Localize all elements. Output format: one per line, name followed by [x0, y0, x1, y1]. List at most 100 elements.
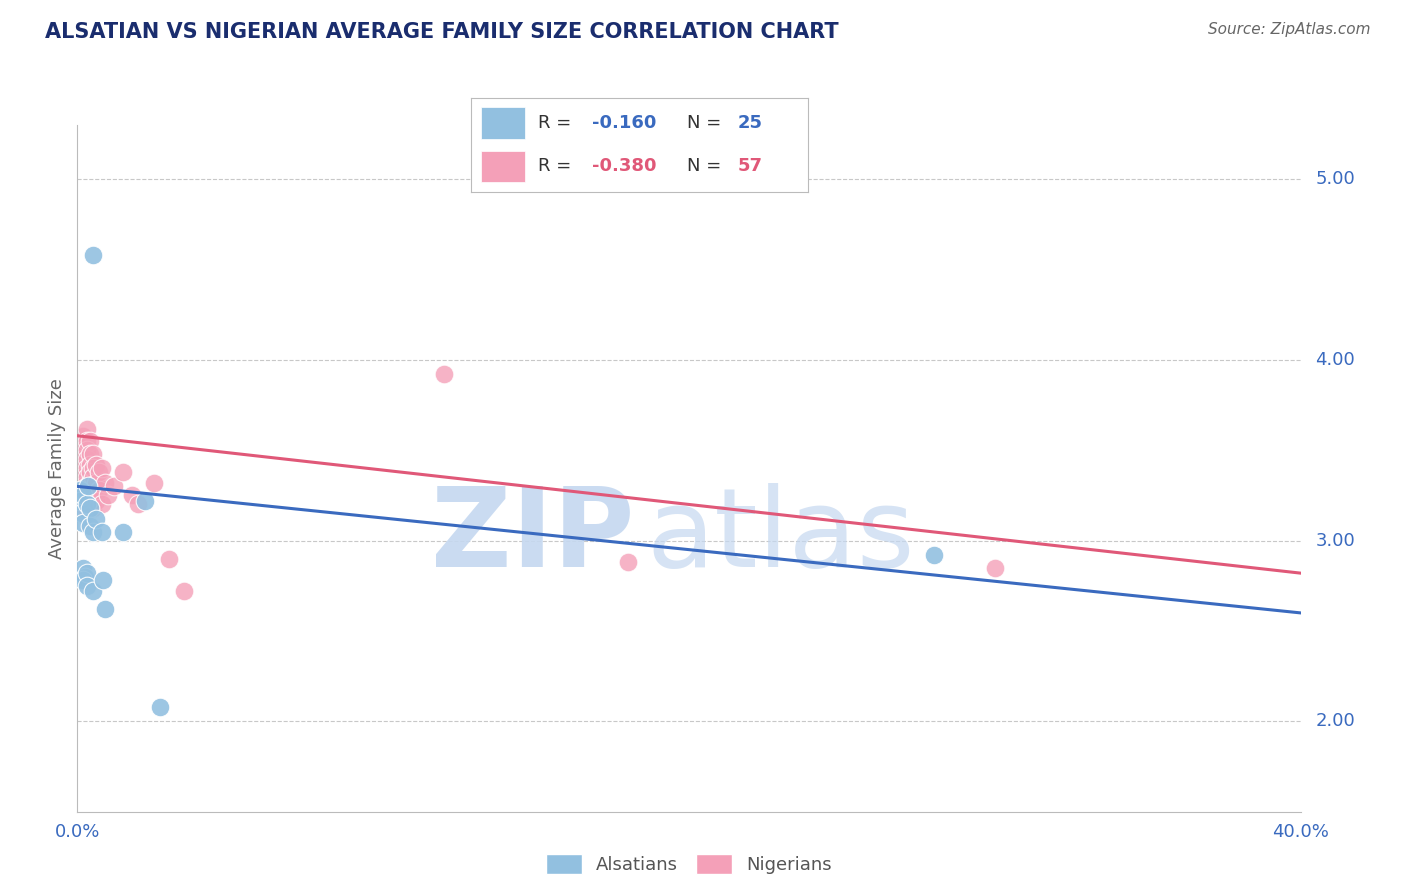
Point	[121, 488, 143, 502]
Bar	[481, 108, 524, 139]
Text: -0.380: -0.380	[592, 158, 657, 176]
Point	[79, 465, 101, 479]
Text: 3.00: 3.00	[1315, 532, 1355, 549]
Point	[79, 475, 101, 490]
Point	[69, 493, 91, 508]
Point	[70, 483, 93, 497]
Point	[82, 488, 104, 502]
Point	[72, 452, 94, 467]
Point	[76, 488, 98, 502]
Point	[76, 470, 98, 484]
Point	[84, 458, 107, 472]
Text: 25: 25	[738, 114, 762, 132]
Point	[79, 501, 101, 516]
Point	[112, 524, 135, 539]
Point	[69, 452, 91, 467]
Point	[87, 465, 110, 479]
Point	[76, 498, 98, 512]
Point	[76, 452, 98, 467]
Text: ALSATIAN VS NIGERIAN AVERAGE FAMILY SIZE CORRELATION CHART: ALSATIAN VS NIGERIAN AVERAGE FAMILY SIZE…	[45, 22, 838, 42]
Point	[82, 501, 104, 516]
Point	[73, 570, 96, 584]
Text: 2.00: 2.00	[1315, 713, 1355, 731]
Point	[69, 440, 91, 454]
Point	[72, 470, 94, 484]
Text: 57: 57	[738, 158, 762, 176]
Point	[134, 493, 156, 508]
Point	[79, 488, 101, 502]
Point	[76, 461, 98, 475]
Point	[103, 479, 125, 493]
Point	[84, 493, 107, 508]
Point	[984, 560, 1007, 574]
Point	[72, 461, 94, 475]
Point	[922, 548, 945, 562]
Point	[72, 574, 94, 588]
Point	[76, 479, 98, 493]
Point	[112, 465, 135, 479]
Point	[77, 479, 100, 493]
Point	[157, 551, 180, 566]
Point	[82, 447, 104, 461]
Point	[73, 498, 96, 512]
Point	[72, 443, 94, 458]
Text: N =: N =	[688, 158, 727, 176]
Point	[79, 434, 101, 449]
Point	[76, 421, 98, 435]
Text: ZIP: ZIP	[430, 483, 634, 591]
Point	[91, 574, 114, 588]
Point	[72, 479, 94, 493]
Text: R =: R =	[538, 158, 578, 176]
Point	[94, 475, 117, 490]
Point	[90, 524, 112, 539]
Bar	[481, 151, 524, 183]
Text: R =: R =	[538, 114, 578, 132]
Text: 4.00: 4.00	[1315, 351, 1355, 369]
Point	[70, 493, 93, 508]
Point	[72, 488, 94, 502]
Point	[76, 498, 98, 512]
Point	[76, 566, 98, 581]
Point	[72, 488, 94, 502]
Point	[617, 555, 640, 569]
Point	[69, 458, 91, 472]
Point	[72, 560, 94, 574]
Point	[87, 483, 110, 497]
Legend: Alsatians, Nigerians: Alsatians, Nigerians	[538, 847, 839, 881]
Point	[79, 501, 101, 516]
Point	[72, 516, 94, 530]
Point	[127, 498, 149, 512]
Point	[97, 488, 120, 502]
Point	[76, 443, 98, 458]
Point	[79, 519, 101, 533]
Point	[84, 512, 107, 526]
Point	[90, 461, 112, 475]
Text: Source: ZipAtlas.com: Source: ZipAtlas.com	[1208, 22, 1371, 37]
Point	[94, 602, 117, 616]
Point	[76, 434, 98, 449]
Point	[82, 470, 104, 484]
Text: 5.00: 5.00	[1315, 170, 1355, 188]
Point	[69, 465, 91, 479]
Point	[433, 368, 456, 382]
Text: N =: N =	[688, 114, 727, 132]
Point	[142, 475, 165, 490]
Point	[73, 501, 96, 516]
Point	[82, 461, 104, 475]
Point	[149, 699, 172, 714]
Point	[82, 524, 104, 539]
Point	[82, 584, 104, 599]
Point	[90, 498, 112, 512]
Point	[70, 507, 93, 521]
Y-axis label: Average Family Size: Average Family Size	[48, 378, 66, 558]
Point	[82, 248, 104, 262]
Point	[173, 584, 195, 599]
Point	[76, 579, 98, 593]
Point	[69, 483, 91, 497]
Point	[79, 447, 101, 461]
Point	[69, 475, 91, 490]
Point	[79, 458, 101, 472]
Point	[70, 488, 93, 502]
Text: atlas: atlas	[647, 483, 915, 591]
Text: -0.160: -0.160	[592, 114, 657, 132]
